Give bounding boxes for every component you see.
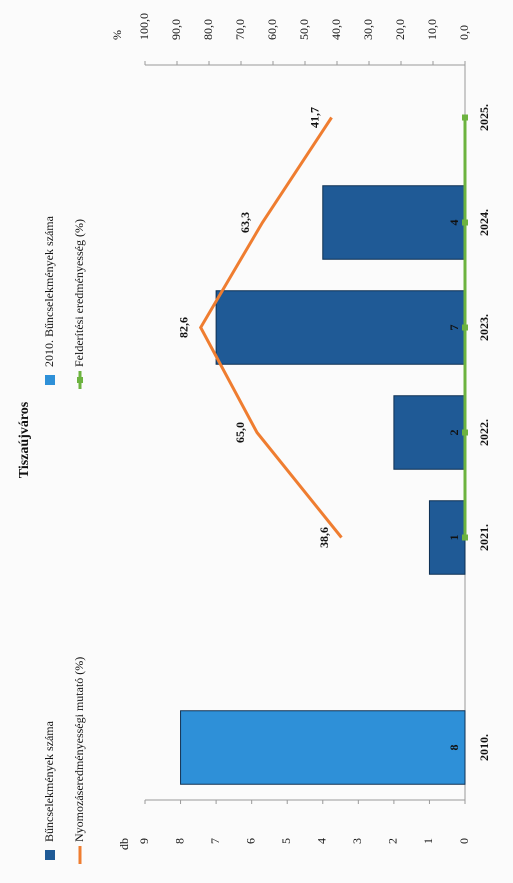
bar: [180, 710, 466, 785]
y-tick-label: 3: [350, 838, 364, 844]
bar: [322, 185, 466, 260]
y-tick-label: 7: [208, 838, 222, 844]
line-marker: [462, 114, 468, 121]
y2-tick-label: 50,0: [297, 19, 311, 40]
bar-value-label: 8: [447, 745, 461, 751]
line-value-label: 65,0: [233, 422, 247, 443]
line-value-label: 82,6: [176, 317, 190, 338]
legend-label: 2010. Bűncselekmények száma: [42, 215, 56, 367]
x-tick-label: 2010.: [477, 734, 491, 761]
line-marker: [462, 324, 468, 331]
line-marker: [462, 534, 468, 541]
y-tick-label: 1: [421, 838, 435, 844]
legend-label: Bűncselekmények száma: [42, 720, 56, 842]
y-tick-label: 0: [457, 838, 471, 844]
legend-label: Felderítési eredményesség (%): [72, 219, 86, 367]
line: [198, 116, 343, 539]
y2-tick-label: 80,0: [201, 19, 215, 40]
x-tick-label: 2024.: [477, 209, 491, 236]
y2-tick-label: 10,0: [425, 19, 439, 40]
line-value-label: 63,3: [238, 212, 252, 233]
y-tick-label: 9: [137, 838, 151, 844]
legend-label: Nyomozáseredményességi mutató (%): [72, 657, 86, 842]
y2-tick-label: 70,0: [233, 19, 247, 40]
x-tick-label: 2021.: [477, 524, 491, 551]
chart-title: Tiszaújváros: [17, 401, 32, 478]
y2-axis-label: %: [110, 30, 124, 40]
legend-swatch: [45, 850, 55, 860]
y-tick-label: 8: [172, 838, 186, 844]
y2-tick-label: 0,0: [457, 25, 471, 40]
bar-value-label: 7: [447, 325, 461, 331]
y2-tick-label: 20,0: [393, 19, 407, 40]
y-tick-label: 6: [243, 838, 257, 844]
bar-value-label: 4: [447, 220, 461, 226]
y2-tick-label: 100,0: [137, 13, 151, 40]
line-marker: [462, 219, 468, 226]
line-value-label: 38,6: [317, 527, 331, 548]
rotated-chart: Tiszaújváros db % 01234567890,010,020,03…: [17, 13, 491, 864]
legend-marker: [77, 377, 83, 383]
line-value-label: 41,7: [307, 107, 321, 128]
x-tick-label: 2023.: [477, 314, 491, 341]
y-tick-label: 2: [386, 838, 400, 844]
y-axis-label: db: [117, 838, 131, 850]
line-marker: [462, 429, 468, 436]
y2-tick-label: 30,0: [361, 19, 375, 40]
y2-tick-label: 40,0: [329, 19, 343, 40]
y-tick-label: 5: [279, 838, 293, 844]
x-tick-label: 2022.: [477, 419, 491, 446]
y2-tick-label: 60,0: [265, 19, 279, 40]
bar-value-label: 1: [447, 535, 461, 541]
y2-tick-label: 90,0: [169, 19, 183, 40]
bar-value-label: 2: [447, 430, 461, 436]
y-tick-label: 4: [315, 838, 329, 844]
legend-swatch: [45, 375, 55, 385]
bar: [215, 290, 466, 365]
x-tick-label: 2025.: [477, 104, 491, 131]
